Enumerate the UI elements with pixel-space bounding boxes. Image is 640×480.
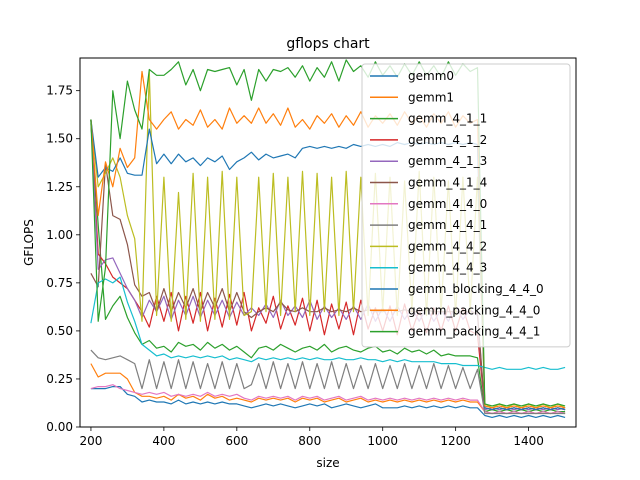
legend-label: gemm_4_4_3	[408, 261, 487, 275]
plot-area	[79, 57, 577, 428]
series-line-gemm-4-4-3	[90, 276, 566, 370]
legend-label: gemm_4_4_1	[408, 218, 487, 232]
series-line-gemm-4-4-1	[90, 349, 566, 415]
y-tick-label: 0.75	[46, 276, 73, 290]
legend-label: gemm_4_1_3	[408, 154, 487, 168]
y-tick-label: 1.75	[46, 84, 73, 98]
legend-label: gemm1	[408, 90, 454, 104]
x-tick-label: 1200	[440, 434, 471, 448]
series-line-gemm0	[90, 386, 566, 418]
y-tick-label: 0.25	[46, 372, 73, 386]
y-axis-label: GFLOPS	[22, 219, 36, 266]
x-tick-label: 600	[225, 434, 248, 448]
legend-label: gemm_4_4_0	[408, 197, 487, 211]
x-tick-label: 800	[298, 434, 321, 448]
axes-frame	[79, 57, 577, 428]
x-tick-label: 200	[79, 434, 102, 448]
y-tick-label: 0.00	[46, 420, 73, 434]
x-tick-label: 400	[152, 434, 175, 448]
series-line-gemm-4-1-1	[90, 123, 566, 413]
series-lines	[90, 59, 566, 418]
legend-label: gemm_4_1_1	[408, 112, 487, 126]
series-line-gemm-blocking-4-4-0	[90, 119, 566, 411]
chart-title: gflops chart	[286, 36, 370, 52]
series-line-gemm-packing-4-4-0	[90, 70, 566, 409]
legend-label: gemm_4_4_2	[408, 239, 487, 253]
legend-box	[361, 63, 571, 348]
series-line-gemm-4-1-3	[90, 119, 566, 411]
y-tick-label: 1.25	[46, 180, 73, 194]
y-tick-label: 1.50	[46, 132, 73, 146]
x-tick-label: 1000	[367, 434, 398, 448]
x-tick-label: 1400	[513, 434, 544, 448]
legend-label: gemm_packing_4_4_0	[408, 303, 540, 317]
legend-label: gemm_blocking_4_4_0	[408, 282, 544, 296]
y-tick-label: 1.00	[46, 228, 73, 242]
legend-label: gemm_packing_4_4_1	[408, 325, 540, 339]
legend-label: gemm_4_1_2	[408, 133, 487, 147]
x-axis-label: size	[316, 456, 339, 470]
series-line-gemm-packing-4-4-1	[90, 59, 566, 407]
legend-label: gemm0	[408, 69, 454, 83]
series-line-gemm-4-4-0	[90, 384, 566, 415]
y-axis: 0.00 0.25 0.50 0.75 1.00 1.25 1.50 1.75	[46, 84, 80, 434]
legend-label: gemm_4_1_4	[408, 176, 487, 190]
x-axis: 200 400 600 800 1000 1200 1400	[79, 427, 544, 448]
legend: gemm0 gemm1 gemm_4_1_1 gemm_4_1_2 gemm_4_1_3…	[361, 63, 571, 348]
y-tick-label: 0.50	[46, 324, 73, 338]
